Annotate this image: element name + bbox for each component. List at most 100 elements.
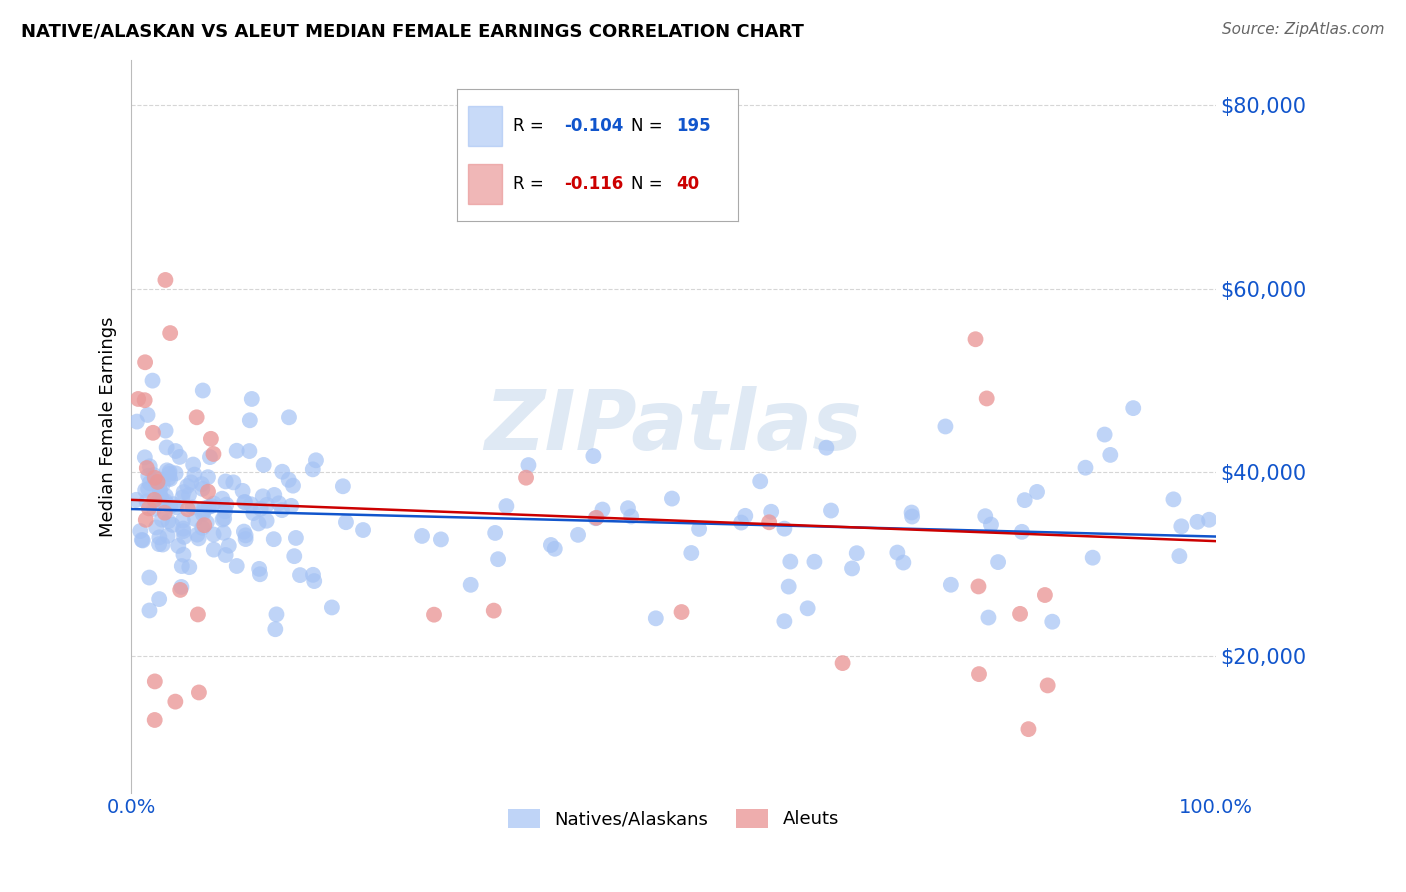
Natives/Alaskans — [681, 546, 703, 560]
Natives/Alaskans — [202, 497, 225, 511]
Aleuts — [1010, 607, 1032, 621]
Natives/Alaskans — [172, 548, 194, 562]
Natives/Alaskans — [181, 500, 204, 515]
Natives/Alaskans — [238, 444, 260, 458]
Natives/Alaskans — [193, 501, 215, 516]
Natives/Alaskans — [131, 533, 153, 547]
Natives/Alaskans — [150, 513, 173, 527]
Y-axis label: Median Female Earnings: Median Female Earnings — [100, 317, 117, 537]
Aleuts — [187, 607, 209, 622]
Natives/Alaskans — [191, 384, 214, 398]
Natives/Alaskans — [183, 467, 205, 482]
Natives/Alaskans — [240, 392, 263, 406]
Natives/Alaskans — [820, 503, 842, 517]
Natives/Alaskans — [252, 489, 274, 503]
Natives/Alaskans — [1094, 427, 1116, 442]
Natives/Alaskans — [129, 524, 152, 538]
Natives/Alaskans — [167, 539, 190, 553]
Aleuts — [143, 674, 166, 689]
Natives/Alaskans — [263, 488, 285, 502]
Natives/Alaskans — [159, 472, 181, 486]
Natives/Alaskans — [288, 568, 311, 582]
Natives/Alaskans — [264, 622, 287, 636]
Natives/Alaskans — [886, 545, 908, 559]
Natives/Alaskans — [247, 562, 270, 576]
Aleuts — [186, 410, 208, 425]
Natives/Alaskans — [134, 450, 156, 465]
Natives/Alaskans — [460, 578, 482, 592]
Natives/Alaskans — [197, 500, 219, 514]
Natives/Alaskans — [173, 485, 195, 500]
Natives/Alaskans — [214, 475, 236, 489]
Natives/Alaskans — [198, 450, 221, 464]
Natives/Alaskans — [149, 482, 172, 496]
Aleuts — [143, 471, 166, 485]
Natives/Alaskans — [302, 574, 325, 588]
Aleuts — [153, 506, 176, 520]
Natives/Alaskans — [1011, 524, 1033, 539]
Natives/Alaskans — [186, 527, 208, 541]
Text: ZIPatlas: ZIPatlas — [485, 386, 862, 467]
Natives/Alaskans — [1026, 484, 1049, 499]
Natives/Alaskans — [172, 491, 194, 505]
Natives/Alaskans — [688, 522, 710, 536]
Natives/Alaskans — [145, 520, 167, 534]
Legend: Natives/Alaskans, Aleuts: Natives/Alaskans, Aleuts — [501, 802, 846, 836]
Aleuts — [177, 502, 200, 516]
Natives/Alaskans — [211, 512, 233, 526]
Natives/Alaskans — [271, 503, 294, 517]
Aleuts — [1033, 588, 1056, 602]
Natives/Alaskans — [136, 408, 159, 422]
Aleuts — [515, 471, 537, 485]
Natives/Alaskans — [163, 497, 186, 511]
Natives/Alaskans — [138, 603, 160, 617]
Natives/Alaskans — [170, 559, 193, 574]
Natives/Alaskans — [321, 600, 343, 615]
Natives/Alaskans — [159, 500, 181, 514]
Aleuts — [155, 273, 177, 287]
Natives/Alaskans — [190, 477, 212, 491]
Natives/Alaskans — [280, 499, 302, 513]
Natives/Alaskans — [778, 580, 800, 594]
Natives/Alaskans — [1187, 515, 1209, 529]
Natives/Alaskans — [146, 495, 169, 509]
Natives/Alaskans — [283, 549, 305, 564]
Aleuts — [758, 516, 780, 530]
Natives/Alaskans — [281, 478, 304, 492]
Natives/Alaskans — [149, 490, 172, 504]
Natives/Alaskans — [803, 555, 825, 569]
Natives/Alaskans — [934, 419, 956, 434]
Natives/Alaskans — [1014, 493, 1036, 508]
Natives/Alaskans — [734, 508, 756, 523]
Natives/Alaskans — [149, 488, 172, 502]
Natives/Alaskans — [215, 498, 238, 512]
Natives/Alaskans — [1168, 549, 1191, 563]
Natives/Alaskans — [242, 506, 264, 520]
Natives/Alaskans — [332, 479, 354, 493]
Natives/Alaskans — [592, 502, 614, 516]
Aleuts — [165, 695, 187, 709]
Natives/Alaskans — [661, 491, 683, 506]
Natives/Alaskans — [138, 476, 160, 491]
Aleuts — [1036, 678, 1059, 692]
Natives/Alaskans — [176, 479, 198, 493]
Natives/Alaskans — [773, 614, 796, 628]
Natives/Alaskans — [148, 537, 170, 551]
Natives/Alaskans — [430, 533, 453, 547]
Natives/Alaskans — [232, 524, 254, 539]
Natives/Alaskans — [212, 525, 235, 540]
Natives/Alaskans — [148, 592, 170, 607]
Natives/Alaskans — [749, 475, 772, 489]
Natives/Alaskans — [235, 528, 257, 542]
Natives/Alaskans — [156, 463, 179, 477]
Natives/Alaskans — [235, 532, 257, 546]
Aleuts — [159, 326, 181, 340]
Natives/Alaskans — [305, 453, 328, 467]
Natives/Alaskans — [157, 467, 180, 481]
Natives/Alaskans — [256, 514, 278, 528]
Aleuts — [138, 501, 160, 516]
Aleuts — [142, 425, 165, 440]
Natives/Alaskans — [263, 532, 285, 546]
Natives/Alaskans — [233, 495, 256, 509]
Natives/Alaskans — [249, 501, 271, 516]
